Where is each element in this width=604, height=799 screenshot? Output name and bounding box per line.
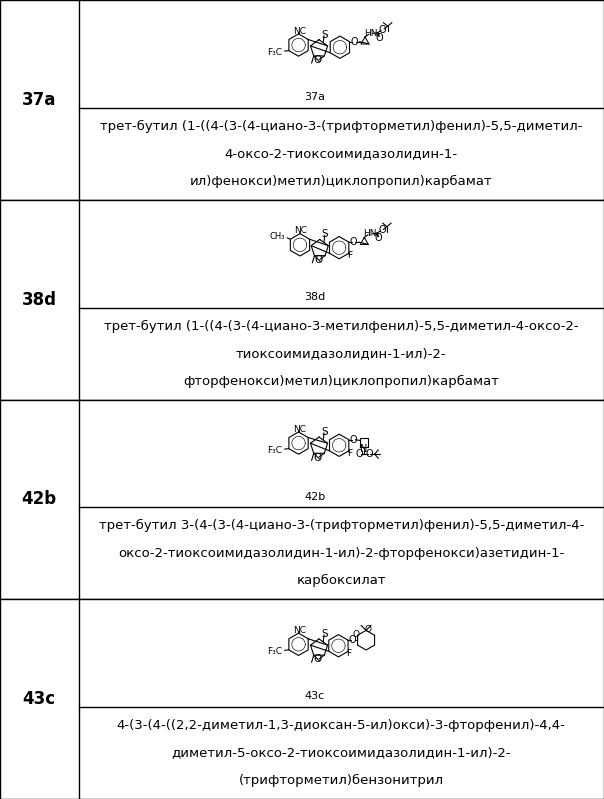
Text: F₃C: F₃C [268,48,283,57]
Text: карбоксилат: карбоксилат [297,574,386,587]
Text: O: O [375,33,383,42]
Text: O: O [313,452,321,463]
Text: оксо-2-тиоксоимидазолидин-1-ил)-2-фторфенокси)азетидин-1-: оксо-2-тиоксоимидазолидин-1-ил)-2-фторфе… [118,547,565,560]
Text: O: O [353,630,359,639]
Text: HN: HN [363,229,377,238]
Text: диметил-5-оксо-2-тиоксоимидазолидин-1-ил)-2-: диметил-5-оксо-2-тиоксоимидазолидин-1-ил… [172,746,511,760]
Text: O: O [365,449,373,459]
Bar [0,200,604,400]
Text: трет-бутил (1-((4-(3-(4-циано-3-(трифторметил)фенил)-5,5-диметил-: трет-бутил (1-((4-(3-(4-циано-3-(трифтор… [100,120,582,133]
Text: 42b: 42b [22,491,57,508]
Text: O: O [355,449,362,459]
Text: O: O [374,233,382,243]
Text: O: O [314,255,323,265]
Text: NC: NC [293,626,306,634]
Text: CH₃: CH₃ [270,233,285,241]
Text: O: O [350,435,358,445]
Bar [0,400,604,599]
Text: 4-(3-(4-((2,2-диметил-1,3-диоксан-5-ил)окси)-3-фторфенил)-4,4-: 4-(3-(4-((2,2-диметил-1,3-диоксан-5-ил)о… [117,719,566,732]
Bar [0,599,604,799]
Text: S: S [322,229,329,239]
Text: 38d: 38d [22,291,57,308]
Text: NC: NC [293,26,306,35]
Bar [0,0,604,200]
Text: трет-бутил 3-(4-(3-(4-циано-3-(трифторметил)фенил)-5,5-диметил-4-: трет-бутил 3-(4-(3-(4-циано-3-(трифторме… [98,519,584,532]
Text: тиоксоимидазолидин-1-ил)-2-: тиоксоимидазолидин-1-ил)-2- [236,347,446,360]
Text: 43c: 43c [23,690,56,708]
Text: O: O [313,654,321,665]
Text: N: N [360,444,368,454]
Text: O: O [364,625,371,634]
Text: O: O [350,237,358,247]
Text: HN: HN [364,29,378,38]
Text: NC: NC [294,226,307,235]
Text: S: S [321,629,328,638]
Text: S: S [321,427,328,437]
Text: F: F [347,449,352,458]
Text: O: O [313,55,321,66]
Text: O: O [350,37,358,46]
Text: фторфенокси)метил)циклопропил)карбамат: фторфенокси)метил)циклопропил)карбамат [184,375,499,388]
Text: NC: NC [293,424,306,434]
Text: O: O [379,25,387,35]
Text: ил)фенокси)метил)циклопропил)карбамат: ил)фенокси)метил)циклопропил)карбамат [190,175,493,188]
Text: 37a: 37a [22,91,56,109]
Text: 37a: 37a [304,92,326,102]
Text: O: O [378,225,386,235]
Text: (трифторметил)бензонитрил: (трифторметил)бензонитрил [239,774,444,787]
Text: 42b: 42b [304,491,326,502]
Text: F₃C: F₃C [268,647,283,656]
Text: F: F [346,650,352,658]
Text: трет-бутил (1-((4-(3-(4-циано-3-метилфенил)-5,5-диметил-4-оксо-2-: трет-бутил (1-((4-(3-(4-циано-3-метилфен… [104,320,579,332]
Text: F₃C: F₃C [268,446,283,455]
Text: 4-оксо-2-тиоксоимидазолидин-1-: 4-оксо-2-тиоксоимидазолидин-1- [225,147,458,161]
Text: S: S [321,30,328,39]
Text: 43c: 43c [305,691,325,702]
Text: O: O [349,635,356,645]
Text: 38d: 38d [304,292,326,302]
Text: F: F [347,251,352,260]
